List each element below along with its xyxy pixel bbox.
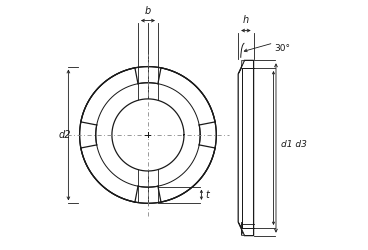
Polygon shape <box>79 122 97 148</box>
Text: 30°: 30° <box>275 44 291 53</box>
Text: h: h <box>243 15 249 25</box>
Text: d1 d3: d1 d3 <box>282 140 307 149</box>
Circle shape <box>112 99 184 171</box>
Text: d2: d2 <box>59 130 71 140</box>
Text: b: b <box>145 6 151 16</box>
Polygon shape <box>135 66 161 84</box>
Polygon shape <box>238 222 244 236</box>
Polygon shape <box>135 186 161 203</box>
Polygon shape <box>238 60 244 74</box>
Polygon shape <box>238 60 254 236</box>
Polygon shape <box>199 122 216 148</box>
Text: t: t <box>205 190 209 200</box>
Circle shape <box>79 66 216 203</box>
